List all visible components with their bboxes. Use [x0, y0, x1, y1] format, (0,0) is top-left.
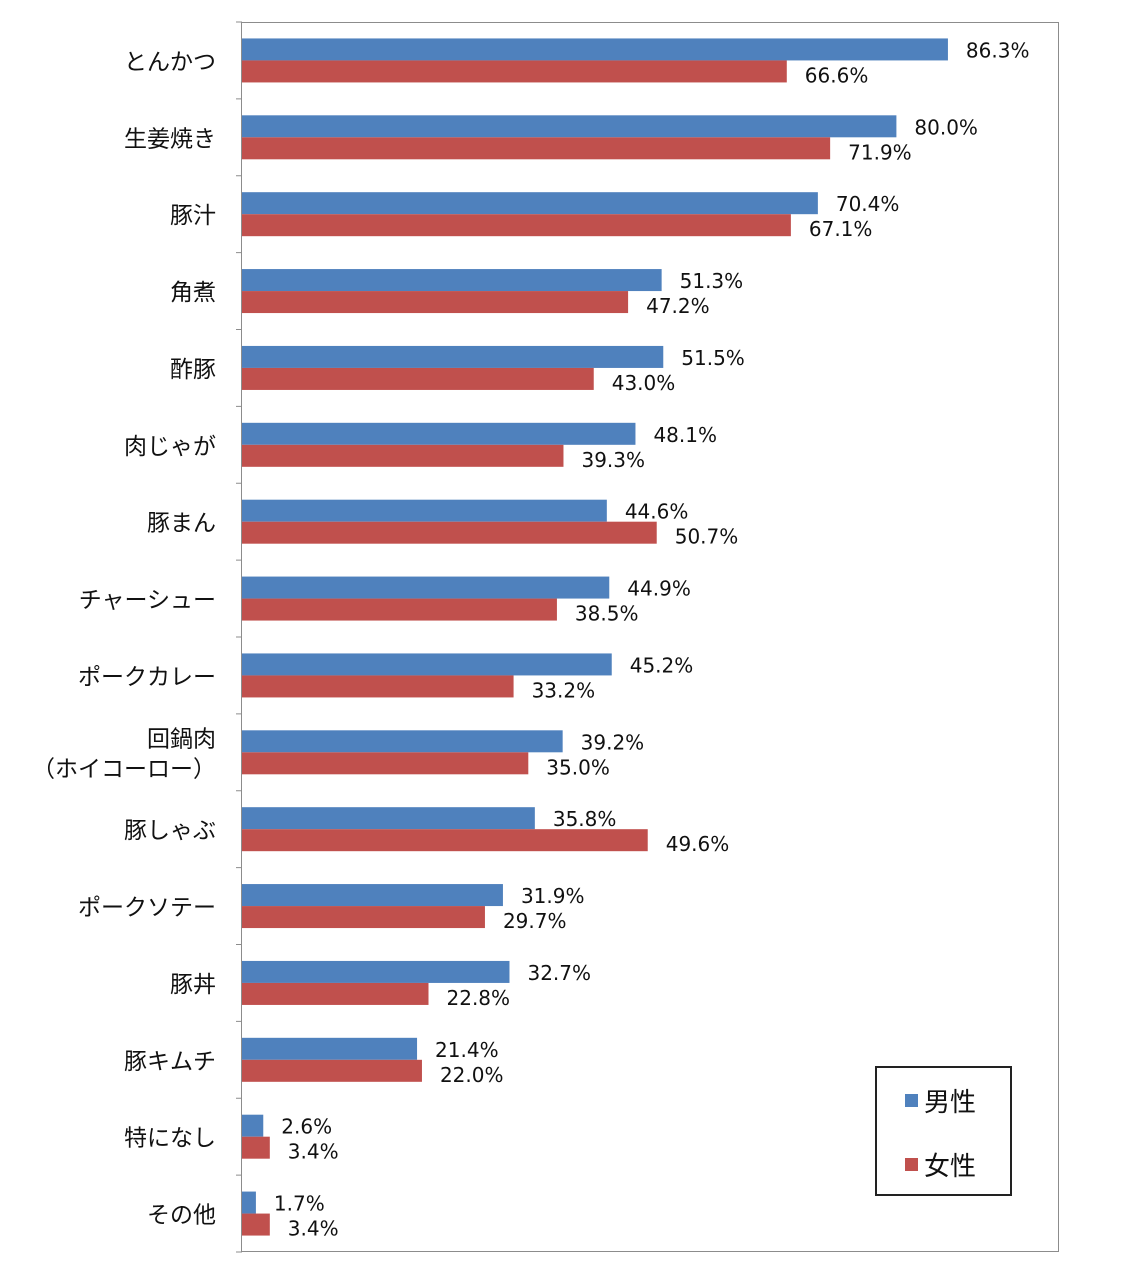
data-label-male: 44.6% — [625, 500, 689, 524]
bar-female — [242, 675, 514, 698]
bar-male — [242, 499, 607, 522]
bar-female — [242, 60, 787, 83]
bar-female — [242, 982, 429, 1005]
data-label-male: 21.4% — [435, 1038, 499, 1062]
category-label: （ホイコーロー） — [32, 756, 216, 782]
data-label-female: 22.8% — [447, 986, 511, 1010]
category-label: 回鍋肉 — [147, 726, 216, 752]
bar-female — [242, 367, 594, 390]
category-label: ポークカレー — [78, 664, 216, 690]
bar-female — [242, 906, 485, 929]
data-label-female: 66.6% — [805, 63, 869, 87]
data-label-female: 35.0% — [546, 755, 610, 779]
data-label-female: 3.4% — [288, 1217, 339, 1241]
data-label-female: 29.7% — [503, 909, 567, 933]
data-label-male: 51.3% — [680, 269, 744, 293]
bar-male — [242, 576, 610, 599]
data-label-female: 50.7% — [675, 525, 739, 549]
category-label: 酢豚 — [170, 357, 216, 383]
data-label-female: 39.3% — [581, 448, 645, 472]
category-label: 豚キムチ — [124, 1049, 216, 1075]
bar-female — [242, 1059, 422, 1082]
bar-male — [242, 1114, 264, 1137]
category-label: 豚まん — [147, 511, 216, 537]
bar-male — [242, 38, 948, 61]
category-label: その他 — [147, 1203, 216, 1229]
bar-female — [242, 214, 791, 237]
data-label-female: 43.0% — [612, 371, 676, 395]
bar-female — [242, 137, 831, 160]
bar-male — [242, 269, 662, 292]
bar-female — [242, 752, 529, 775]
data-label-female: 33.2% — [532, 678, 596, 702]
category-label: 特になし — [124, 1126, 216, 1152]
bar-female — [242, 829, 648, 852]
data-label-female: 47.2% — [646, 294, 710, 318]
data-label-female: 3.4% — [288, 1140, 339, 1164]
data-label-female: 22.0% — [440, 1063, 504, 1087]
data-label-male: 80.0% — [914, 115, 978, 139]
data-label-male: 1.7% — [274, 1192, 325, 1216]
category-label: 豚丼 — [170, 972, 216, 998]
data-label-male: 45.2% — [630, 653, 694, 677]
bar-female — [242, 291, 629, 314]
data-label-male: 48.1% — [653, 423, 717, 447]
bar-female — [242, 1136, 270, 1159]
bar-male — [242, 1191, 256, 1214]
data-label-female: 49.6% — [666, 832, 730, 856]
bar-female — [242, 598, 557, 621]
bar-male — [242, 730, 563, 753]
data-label-male: 39.2% — [581, 730, 645, 754]
category-label: 角煮 — [170, 280, 216, 306]
bar-male — [242, 960, 510, 983]
bar-male — [242, 807, 535, 830]
bar-male — [242, 115, 897, 138]
bar-female — [242, 1213, 270, 1236]
bar-male — [242, 192, 818, 215]
category-label: ポークソテー — [78, 895, 216, 921]
category-label: 豚汁 — [170, 203, 216, 229]
bar-female — [242, 521, 657, 544]
legend-item-female: 女性 — [905, 1146, 976, 1183]
data-label-female: 71.9% — [848, 140, 912, 164]
category-label: 肉じゃが — [124, 434, 216, 460]
category-label: チャーシュー — [79, 588, 216, 614]
data-label-male: 44.9% — [627, 577, 691, 601]
bar-male — [242, 653, 612, 676]
legend-swatch-male — [905, 1094, 918, 1107]
legend-label-female: 女性 — [924, 1152, 977, 1182]
bar-male — [242, 1037, 418, 1060]
data-label-male: 35.8% — [553, 807, 617, 831]
data-label-male: 31.9% — [521, 884, 585, 908]
data-label-male: 2.6% — [281, 1115, 332, 1139]
category-label: とんかつ — [124, 49, 216, 75]
bar-male — [242, 884, 503, 907]
data-label-female: 38.5% — [575, 602, 639, 626]
data-label-male: 70.4% — [836, 192, 900, 216]
data-label-male: 51.5% — [681, 346, 745, 370]
bar-female — [242, 444, 564, 467]
legend-swatch-female — [905, 1158, 918, 1171]
data-label-female: 67.1% — [809, 217, 873, 241]
data-label-male: 32.7% — [527, 961, 591, 985]
bar-male — [242, 345, 664, 368]
legend-item-male: 男性 — [905, 1082, 976, 1119]
category-label: 生姜焼き — [124, 126, 216, 152]
bar-male — [242, 422, 636, 445]
data-label-male: 86.3% — [966, 38, 1030, 62]
category-label: 豚しゃぶ — [124, 818, 216, 844]
legend-label-male: 男性 — [924, 1088, 977, 1118]
legend: 男性 女性 — [875, 1066, 1012, 1196]
